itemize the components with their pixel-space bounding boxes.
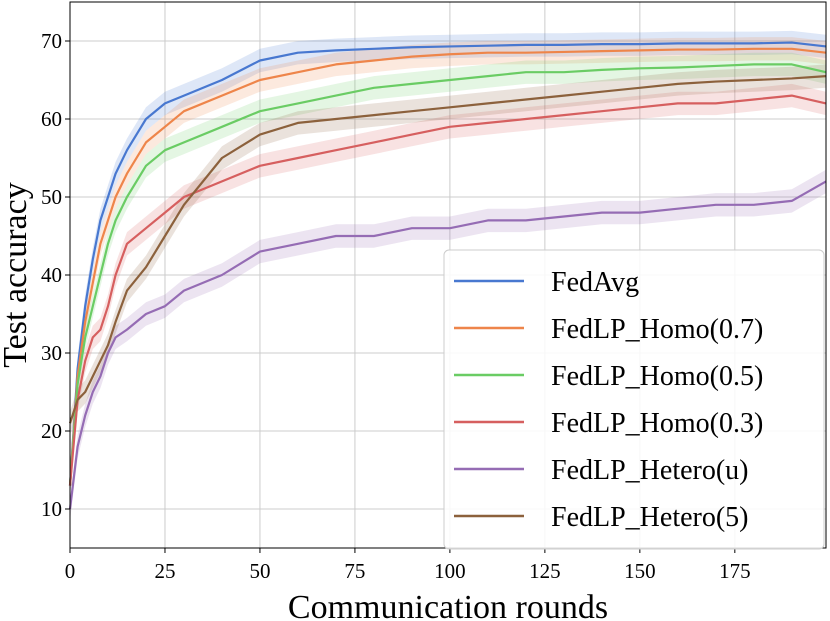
series-band-fedlp-hetero-u xyxy=(70,169,826,521)
series-line-fedavg xyxy=(68,41,827,486)
legend: FedAvg FedLP_Homo(0.7) FedLP_Homo(0.5) FedL… xyxy=(443,249,825,550)
x-tick-label: 50 xyxy=(249,559,270,583)
y-tick-label: 40 xyxy=(41,263,62,287)
x-tick-label: 25 xyxy=(154,559,175,583)
series-line-fedlp-homo-0-5 xyxy=(68,63,827,486)
series-line-fedlp-hetero-5 xyxy=(68,75,827,424)
y-tick-label: 10 xyxy=(41,497,62,521)
legend-frame xyxy=(443,249,825,550)
legend-label: FedLP_Homo(0.7) xyxy=(551,314,763,345)
x-axis-ticks: 0 25 50 75 100 125 150 175 xyxy=(65,548,751,583)
confidence-bands xyxy=(70,30,826,521)
x-tick-label: 75 xyxy=(344,559,365,583)
y-tick-label: 30 xyxy=(41,341,62,365)
y-tick-label: 20 xyxy=(41,419,62,443)
series-lines xyxy=(68,41,827,510)
series-line-fedlp-hetero-u xyxy=(68,180,827,510)
y-tick-label: 60 xyxy=(41,107,62,131)
legend-label: FedLP_Homo(0.5) xyxy=(551,361,763,392)
legend-label: FedLP_Hetero(u) xyxy=(551,455,749,486)
x-tick-label: 175 xyxy=(719,559,751,583)
y-axis-ticks: 10 20 30 40 50 60 70 xyxy=(41,29,70,521)
x-axis-label: Communication rounds xyxy=(288,589,608,621)
x-tick-label: 125 xyxy=(529,559,561,583)
series-line-fedlp-homo-0-3 xyxy=(68,94,827,486)
legend-label: FedLP_Hetero(5) xyxy=(551,502,749,533)
legend-label: FedLP_Homo(0.3) xyxy=(551,408,763,439)
y-tick-label: 70 xyxy=(41,29,62,53)
y-axis-label: Test accuracy xyxy=(0,182,34,367)
legend-label: FedAvg xyxy=(551,267,639,298)
x-tick-label: 0 xyxy=(65,559,76,583)
x-tick-label: 100 xyxy=(434,559,466,583)
series-line-fedlp-homo-0-7 xyxy=(68,47,827,486)
y-tick-label: 50 xyxy=(41,185,62,209)
x-tick-label: 150 xyxy=(624,559,656,583)
